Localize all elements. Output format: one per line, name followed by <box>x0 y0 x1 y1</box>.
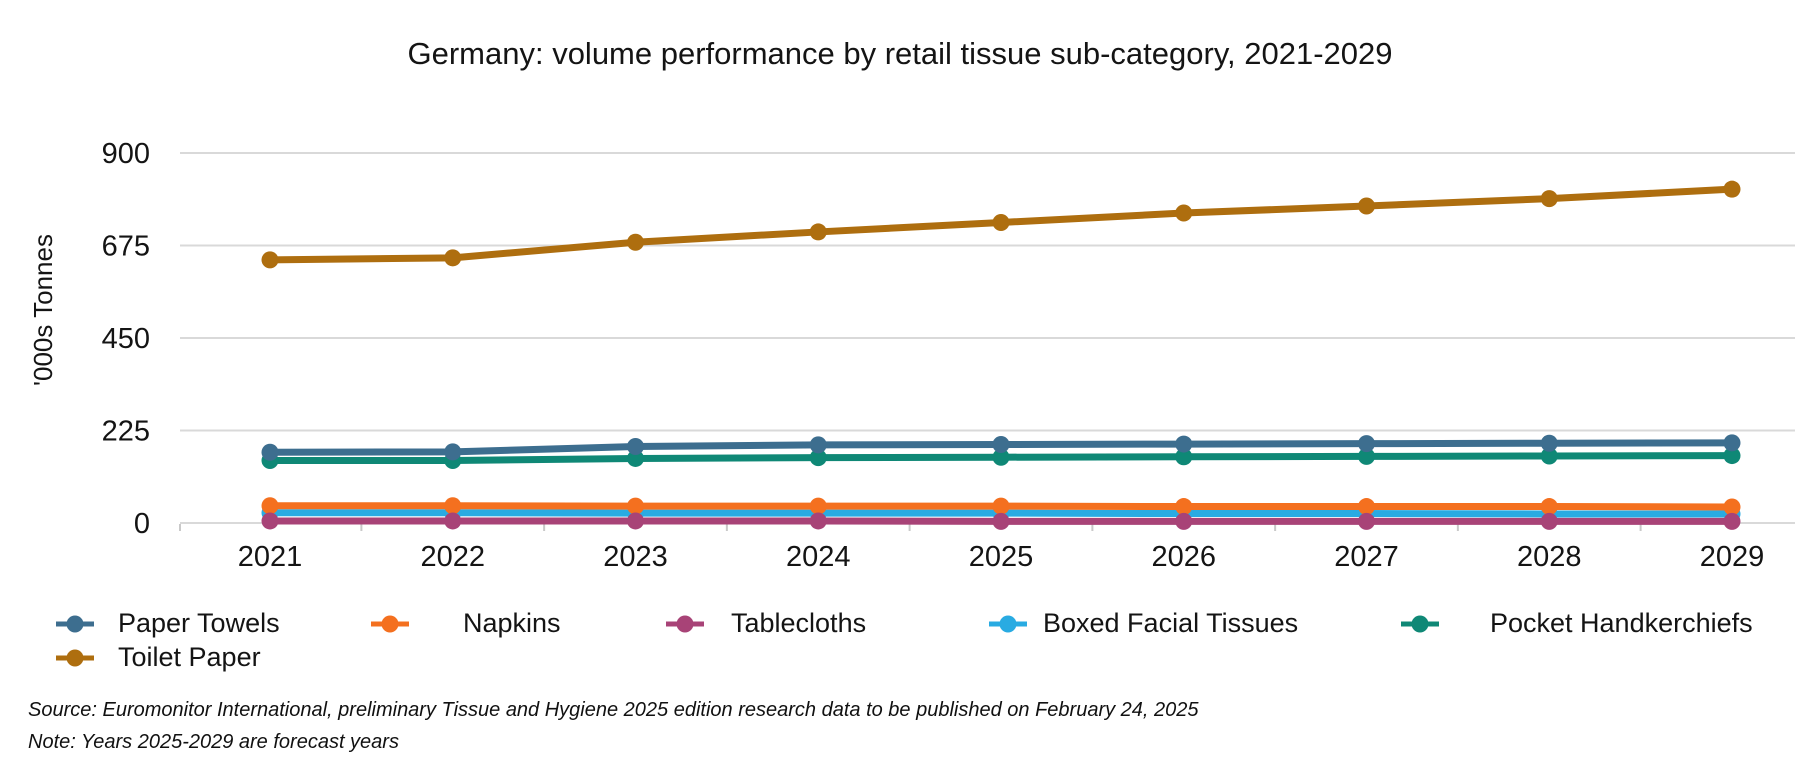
series-pocket-handkerchiefs <box>261 447 1741 470</box>
data-point <box>1723 180 1741 198</box>
y-tick-label: 0 <box>134 508 150 540</box>
data-point <box>261 512 279 530</box>
series-toilet-paper <box>261 180 1741 269</box>
series-paper-towels <box>261 434 1741 461</box>
data-point <box>444 443 462 461</box>
x-tick-label: 2027 <box>1334 541 1399 573</box>
chart-title: Germany: volume performance by retail ti… <box>407 36 1393 71</box>
legend-marker-icon <box>989 614 1027 634</box>
legend-marker-icon <box>1401 614 1439 634</box>
data-point <box>1358 498 1375 516</box>
legend-item-label: Napkins <box>463 608 561 638</box>
data-point <box>809 223 827 241</box>
y-tick-label: 900 <box>102 138 150 170</box>
data-point <box>1540 512 1558 530</box>
legend-marker-icon <box>371 614 409 634</box>
data-point <box>1175 498 1193 516</box>
data-point <box>1540 434 1558 452</box>
legend-marker-icon <box>56 648 94 668</box>
data-point <box>627 449 644 467</box>
data-point <box>1723 512 1741 530</box>
data-point <box>809 436 827 454</box>
x-tick-label: 2021 <box>238 541 303 573</box>
data-point <box>809 449 827 467</box>
x-tick-label: 2024 <box>786 541 851 573</box>
y-tick-label: 450 <box>102 323 150 355</box>
data-point <box>1723 434 1741 452</box>
data-point <box>1358 435 1375 453</box>
data-point <box>1723 447 1741 465</box>
legend-item-label: Tablecloths <box>731 608 867 638</box>
data-point <box>1175 512 1193 530</box>
data-point <box>992 512 1010 530</box>
data-point <box>627 438 644 456</box>
x-tick-label: 2028 <box>1517 541 1582 573</box>
legend-marker-icon <box>666 614 704 634</box>
x-tick-label: 2023 <box>603 541 668 573</box>
data-point <box>1358 447 1375 465</box>
data-point <box>261 497 279 515</box>
data-point <box>444 512 462 530</box>
y-tick-label: 675 <box>102 231 150 263</box>
data-point <box>1175 204 1193 222</box>
data-point <box>627 512 644 530</box>
data-point <box>261 443 279 461</box>
data-point <box>1358 197 1375 215</box>
data-point <box>1723 498 1741 516</box>
data-point <box>627 233 644 251</box>
data-point <box>992 213 1010 231</box>
series-napkins <box>261 497 1741 516</box>
legend-item-label: Pocket Handkerchiefs <box>1490 608 1753 638</box>
source-note: Source: Euromonitor International, preli… <box>28 699 1199 721</box>
x-tick-label: 2025 <box>969 541 1034 573</box>
data-point <box>1175 448 1193 466</box>
legend-item-label: Toilet Paper <box>118 642 261 672</box>
data-point <box>1358 512 1375 530</box>
data-point <box>627 497 644 515</box>
data-point <box>444 249 462 267</box>
legend-item-label: Boxed Facial Tissues <box>1043 608 1299 638</box>
data-point <box>1175 435 1193 453</box>
y-tick-label: 225 <box>102 416 150 448</box>
data-point <box>444 497 462 515</box>
x-tick-label: 2026 <box>1151 541 1216 573</box>
y-axis-title: '000s Tonnes <box>28 234 58 386</box>
data-point <box>809 512 827 530</box>
data-point <box>992 435 1010 453</box>
data-point <box>1540 447 1558 465</box>
x-tick-label: 2029 <box>1700 541 1765 573</box>
forecast-note: Note: Years 2025-2029 are forecast years <box>28 731 399 753</box>
data-point <box>992 497 1010 515</box>
legend-item-label: Paper Towels <box>118 608 280 638</box>
data-point <box>1540 498 1558 516</box>
data-point <box>809 497 827 515</box>
series-tablecloths <box>261 512 1741 530</box>
data-point <box>261 251 279 269</box>
data-point <box>992 448 1010 466</box>
legend-marker-icon <box>56 614 94 634</box>
data-point <box>1540 190 1558 208</box>
x-tick-label: 2022 <box>420 541 485 573</box>
